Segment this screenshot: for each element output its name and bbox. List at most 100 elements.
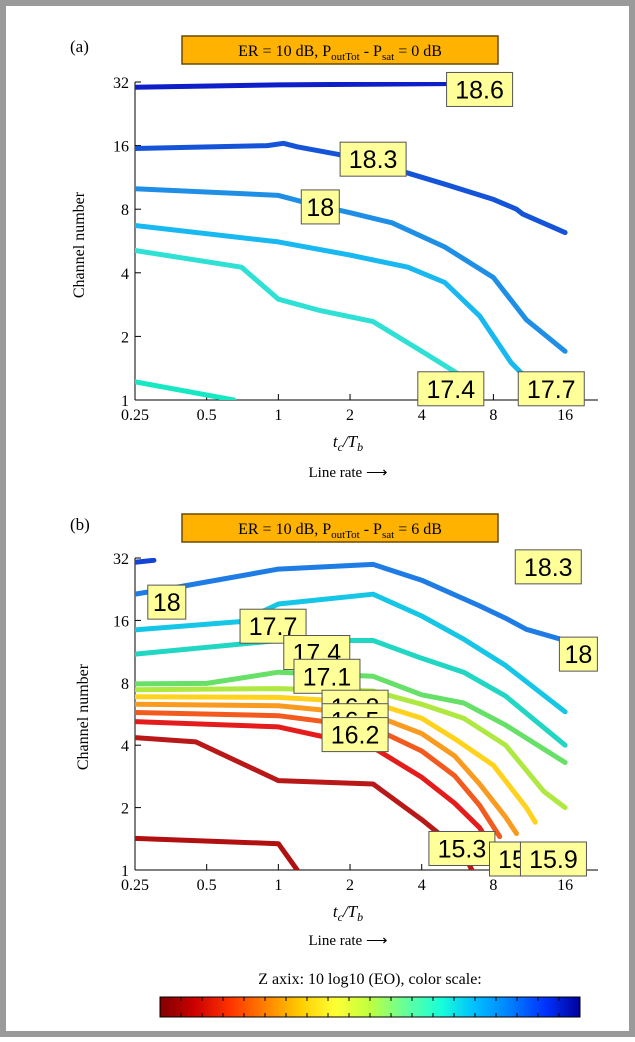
panel-b-xlabel-slash: /T (342, 902, 359, 921)
panel-b-contour-label-text: 15.3 (438, 835, 487, 863)
panel-a-contour-label-box (300, 189, 340, 225)
panel-b-x-tick-label: 8 (489, 877, 497, 894)
panel-b-title-box (181, 513, 499, 543)
panel-b-x-tick-label: 0.25 (121, 877, 149, 894)
panel-a-title-sub2: sat (382, 51, 394, 63)
panel-a-plot: 1 2 4 8 16 32 0.25 0.5 1 2 4 8 16 18.6 18.3 18 17.4 17.7 (113, 71, 598, 424)
panel-a-contour-label: 17.4 (417, 371, 485, 407)
panel-a-xlabel-slash: /T (342, 432, 359, 451)
panel-a-contour-label-box (339, 141, 407, 177)
panel-b-title: ER = 10 dB, PoutTot - Psat = 6 dB (238, 521, 442, 541)
panel-b-x-tick-label: 0.5 (197, 877, 217, 894)
panel-a-contour-label: 18 (300, 189, 340, 225)
panel-a-contour-line-5 (135, 82, 475, 90)
panel-a-y-tick-label: 4 (121, 266, 129, 283)
panel-b-contour-label-text: 18 (153, 589, 181, 617)
panel-a-x-tick-label: 2 (346, 407, 354, 424)
panel-b-y-tick-label: 4 (121, 738, 129, 755)
panel-a-contour-label-box (517, 371, 585, 407)
panel-a-xlabel-T-sub: b (357, 440, 363, 454)
panel-a-series-group (135, 82, 568, 400)
panel-b-contour-label-box (321, 717, 389, 753)
panel-b-contour-line-11 (135, 558, 157, 565)
panel-b-plot: 124816320.250.51248161817.717.417.116.81… (113, 549, 598, 894)
panel-b-contour-label: 17.7 (239, 608, 307, 644)
panel-a-xlabel-t: t (333, 432, 339, 451)
panel-a-contour-label: 18.6 (446, 71, 514, 107)
panel-b-title-sub2: sat (382, 529, 394, 541)
panel-a-contour-label-box (446, 71, 514, 107)
panel-b-contour-label-box (558, 636, 598, 672)
panel-a-y-tick-label: 1 (121, 393, 129, 410)
panel-b-contour-label: 16.2 (321, 717, 389, 753)
panel-a-title-suffix: = 0 dB (394, 43, 442, 60)
panel-b-title-mid: - P (360, 521, 382, 538)
panel-b-contour-label-box (147, 584, 187, 620)
panel-a-contour-label-text: 18 (306, 194, 334, 222)
panel-a-x-tick-label: 0.25 (121, 407, 149, 424)
panel-a-contour-line-0 (135, 379, 237, 400)
colorbar-label: Z axix: 10 log10 (EO), color scale: (258, 971, 482, 988)
panel-b-contour-label: 17.1 (293, 658, 361, 694)
panel-a-title-prefix: ER = 10 dB, P (238, 43, 331, 60)
panel-b-contour-label: 18 (558, 636, 598, 672)
panel-b-title-suffix: = 6 dB (394, 521, 442, 538)
panel-a-x-tick-label: 4 (418, 407, 426, 424)
panel-a-y-tick-label: 32 (113, 75, 129, 92)
panel-b-y-tick-label: 8 (121, 676, 129, 693)
panel-b-contour-label-text: 16.2 (331, 722, 380, 750)
panel-a-y-tick-label: 16 (113, 139, 129, 156)
panel-b: (b) ER = 10 dB, PoutTot - Psat = 6 dB 1 2… (70, 513, 598, 949)
panel-a-label: (a) (70, 37, 89, 56)
panel-a-contour-line-2 (135, 223, 547, 398)
panel-a-x-caption: Line rate ⟶ (309, 465, 388, 481)
panel-b-title-prefix: ER = 10 dB, P (238, 521, 331, 538)
panel-a-ylabel: Channel number (71, 191, 88, 298)
panel-a-xlabel: tc/Tb (333, 432, 363, 454)
panel-b-y-tick-label: 1 (121, 863, 129, 880)
panel-b-contour-label-text: 17.1 (303, 663, 352, 691)
panel-b-contour-line-2 (135, 719, 496, 853)
panel-b-x-caption: Line rate ⟶ (309, 933, 388, 949)
panel-b-contour-line-1 (135, 735, 475, 870)
panel-a: (a) ER = 10 dB, PoutTot - Psat = 0 dB 1 2… (70, 35, 598, 481)
panel-a-contour-label-text: 17.7 (527, 376, 576, 404)
panel-a-contour-label: 17.7 (517, 371, 585, 407)
panel-b-contour-label: 15.3 (428, 830, 496, 866)
panel-b-x-tick-label: 4 (418, 877, 426, 894)
panel-a-contour-label-box (417, 371, 485, 407)
panel-b-title-sub1: outTot (331, 529, 360, 541)
panel-b-contour-label-text: 15.9 (529, 846, 578, 874)
panel-a-contour-line-1 (135, 248, 483, 394)
panel-b-contour-line-10 (135, 561, 568, 643)
panel-b-contour-line-5 (135, 694, 538, 825)
panel-a-xlabel-t-sub: c (338, 440, 344, 454)
panel-a-contour-label-text: 17.4 (426, 376, 475, 404)
panel-b-contour-label-text: 18.3 (524, 554, 573, 582)
panel-a-x-tick-label: 16 (557, 407, 573, 424)
colorbar: Z axix: 10 log10 (EO), color scale: (159, 971, 581, 1018)
panel-b-xlabel-T-sub: b (357, 910, 363, 924)
panel-b-contour-line-7 (135, 669, 568, 765)
panel-b-contour-label-box (293, 658, 361, 694)
panel-a-x-tick-label: 8 (489, 407, 497, 424)
panel-a-contour-line-3 (135, 186, 568, 354)
panel-a-contour-label-text: 18.6 (455, 76, 504, 104)
panel-b-xlabel-t-sub: c (338, 910, 344, 924)
panel-b-contour-label-box (519, 841, 587, 877)
panel-b-contour-label-box (428, 830, 496, 866)
panel-b-y-tick-label: 2 (121, 801, 129, 818)
panel-a-contour-label-text: 18.3 (349, 146, 398, 174)
panel-b-contour-label: 18.3 (514, 549, 582, 585)
panel-b-contour-label-box (514, 549, 582, 585)
panel-b-x-tick-label: 2 (346, 877, 354, 894)
panel-b-x-tick-label: 16 (557, 877, 573, 894)
panel-a-title-sub1: outTot (331, 51, 360, 63)
panel-a-title: ER = 10 dB, PoutTot - Psat = 0 dB (238, 43, 442, 63)
panel-b-xlabel-t: t (333, 902, 339, 921)
panel-a-x-tick-label: 1 (274, 407, 282, 424)
panel-b-contour-line-0 (135, 835, 300, 870)
colorbar-ticks (180, 997, 560, 1017)
